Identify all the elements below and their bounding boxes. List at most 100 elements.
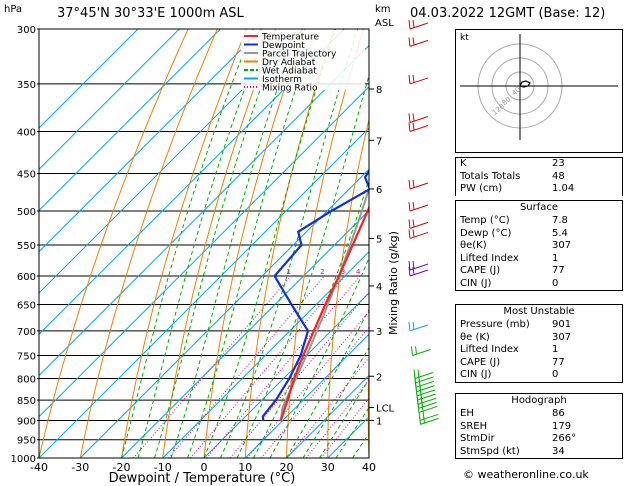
surface-label: Lifted Index [460,252,519,264]
isotherm-line [244,333,369,458]
dry-adiabat-line [121,29,248,458]
pressure-tick-label: 850 [17,396,36,407]
wind-barb-flag [408,122,411,132]
wind-barb [418,401,437,409]
dry-adiabat-line [203,29,306,458]
surface-row: Lifted Index 1 [456,253,622,266]
wind-barb-flag [412,321,415,330]
index-row: K 23 [456,158,622,171]
wet-adiabat-line [170,29,299,458]
isotherm-line [121,209,369,458]
temperature-tick-label: 10 [238,461,252,474]
wet-adiabat-line [302,346,369,458]
pressure-tick-label: 950 [17,436,36,447]
surface-box: Surface Temp (°C) 7.8 Dewp (°C) 5.4 θe(K) 307… [455,200,623,291]
wind-barb [417,393,436,401]
wind-barb [418,405,438,413]
wet-adiabat-line [286,308,369,458]
isotherm-line [79,168,369,458]
pressure-tick-label: 800 [17,374,36,385]
dry-adiabat-line [162,29,277,458]
wind-barb-flag [417,403,420,413]
most-unstable-label: Lifted Index [460,344,519,355]
mixing-ratio-line [132,275,292,458]
most-unstable-row: θe (K) 307 [456,332,622,345]
isotherm-line [162,251,369,458]
temperature-tick-label: 0 [201,461,208,474]
wind-barb [409,204,429,212]
dry-adiabat-line [39,29,189,458]
hodograph-row: SREH 179 [456,421,622,434]
wind-barb [409,221,429,229]
wind-barb [409,22,429,30]
most-unstable-row: Lifted Index 1 [456,344,622,357]
most-unstable-label: CIN (J) [460,369,492,380]
surface-row: CAPE (J) 77 [456,265,622,278]
hodograph-value: 179 [552,420,572,432]
hodograph-row: EH 86 [456,408,622,421]
wind-barb-flag [408,219,411,229]
surface-value: 0 [552,277,559,289]
wind-barb-flag [412,201,415,210]
dry-adiabat-line [407,29,451,458]
dry-adiabat-line [286,29,364,458]
hodograph-trace [519,80,531,88]
wind-barb [415,376,434,384]
mixing-ratio-label: 3 [341,268,345,276]
km-tick-label: 4 [376,282,382,293]
surface-row: θe(K) 307 [456,240,622,253]
most-unstable-row: CAPE (J) 77 [456,357,622,370]
legend-label: Temperature [261,33,319,43]
isotherm-line [203,292,369,458]
legend-background [241,30,365,90]
surface-label: Temp (°C) [460,215,510,226]
pressure-tick-label: 450 [17,169,36,180]
wind-barb-flag [412,113,415,122]
most-unstable-value: 307 [552,331,572,343]
most-unstable-value: 0 [552,369,559,380]
legend-label: Dry Adiabat [262,58,316,68]
wind-barb-flag [412,266,415,275]
mixing-ratio-line [286,356,369,458]
temperature-profile [279,205,369,422]
wind-barb [409,182,429,190]
wet-adiabat-line [269,256,369,458]
mixing-ratio-label: 2 [320,268,324,276]
mixing-ratio-axis-label: Mixing Ratio (g/kg) [387,231,400,335]
surface-value: 5.4 [552,227,568,239]
hodograph-label: SREH [460,420,488,432]
wind-barb [415,380,435,388]
surface-label: CIN (J) [460,277,492,289]
mixing-ratio-label: 6 [378,268,383,276]
wind-barb [417,397,437,405]
surface-row: CIN (J) 0 [456,278,622,291]
temperature-tick-label: -40 [30,461,48,474]
mixing-ratio-line [247,310,369,458]
surface-value: 77 [552,265,565,276]
pressure-tick-label: 300 [17,25,36,36]
legend-label: Isotherm [262,75,302,85]
wind-barb-flag [423,415,425,423]
hodograph-rows: EH 86 SREH 179 StmDir 266° StmSpd (kt) 34 [456,408,622,458]
indices-table: K 23 Totals Totals 48 PW (cm) 1.04 [455,157,623,196]
wind-barb-flag [412,260,415,269]
wind-barb-flag [412,74,415,83]
wind-barb-flag [412,122,415,131]
wind-barb-flag [408,19,411,30]
mixing-ratio-line [190,275,346,458]
dry-adiabat-line [367,357,369,458]
mixing-ratio-label: 4 [356,268,361,276]
hodograph-label: EH [460,408,474,419]
surface-value: 1 [552,252,559,264]
isotherm-line [39,29,180,170]
hpa-axis-label: hPa [4,4,22,15]
wind-barb-flag [421,403,424,412]
hodograph-row: StmDir 266° [456,433,622,446]
most-unstable-rows: Pressure (mb) 901 θe (K) 307 Lifted Index 1 CA… [456,319,622,382]
most-unstable-value: 1 [552,344,559,355]
location-title: 37°45'N 30°33'E 1000m ASL [57,6,244,21]
isotherm-line [39,44,369,377]
temperature-tick-label: 20 [280,461,294,474]
legend-label: Parcel Trajectory [262,50,337,60]
most-unstable-label: Pressure (mb) [460,319,530,330]
